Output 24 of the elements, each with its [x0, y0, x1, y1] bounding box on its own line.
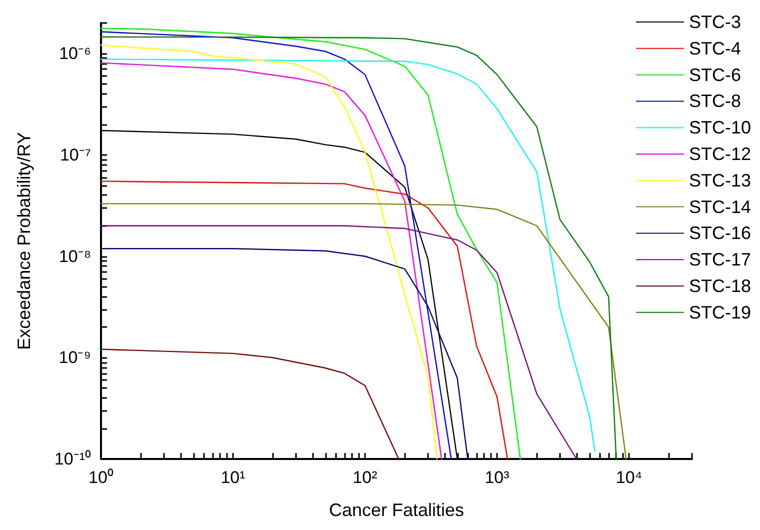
x-tick-label: 10¹ — [220, 468, 246, 487]
y-axis-title: Exceedance Probability/RY — [14, 132, 34, 350]
y-tick-label: 10⁻¹⁰ — [54, 450, 91, 468]
x-tick-label: 10³ — [484, 468, 510, 487]
x-tick-label: 10⁰ — [88, 468, 114, 487]
legend-label: STC-12 — [688, 144, 751, 164]
x-axis-title: Cancer Fatalities — [328, 500, 464, 520]
legend-label: STC-17 — [688, 250, 751, 270]
legend-label: STC-13 — [688, 170, 751, 190]
legend-label: STC-19 — [688, 302, 751, 322]
y-tick-label: 10⁻⁶ — [59, 44, 91, 64]
legend-label: STC-4 — [688, 38, 741, 58]
y-tick-label: 10⁻⁸ — [58, 246, 91, 266]
y-tick-label: 10⁻⁹ — [58, 348, 91, 368]
legend-label: STC-18 — [688, 276, 751, 296]
legend-label: STC-10 — [688, 118, 751, 138]
legend-label: STC-3 — [688, 12, 741, 32]
x-tick-label: 10⁴ — [616, 468, 642, 487]
legend-label: STC-6 — [688, 64, 741, 85]
legend-label: STC-16 — [688, 223, 751, 244]
legend-label: STC-8 — [688, 91, 741, 112]
y-tick-label: 10⁻⁷ — [60, 145, 91, 164]
legend-label: STC-14 — [688, 196, 751, 217]
x-tick-label: 10² — [352, 468, 378, 487]
